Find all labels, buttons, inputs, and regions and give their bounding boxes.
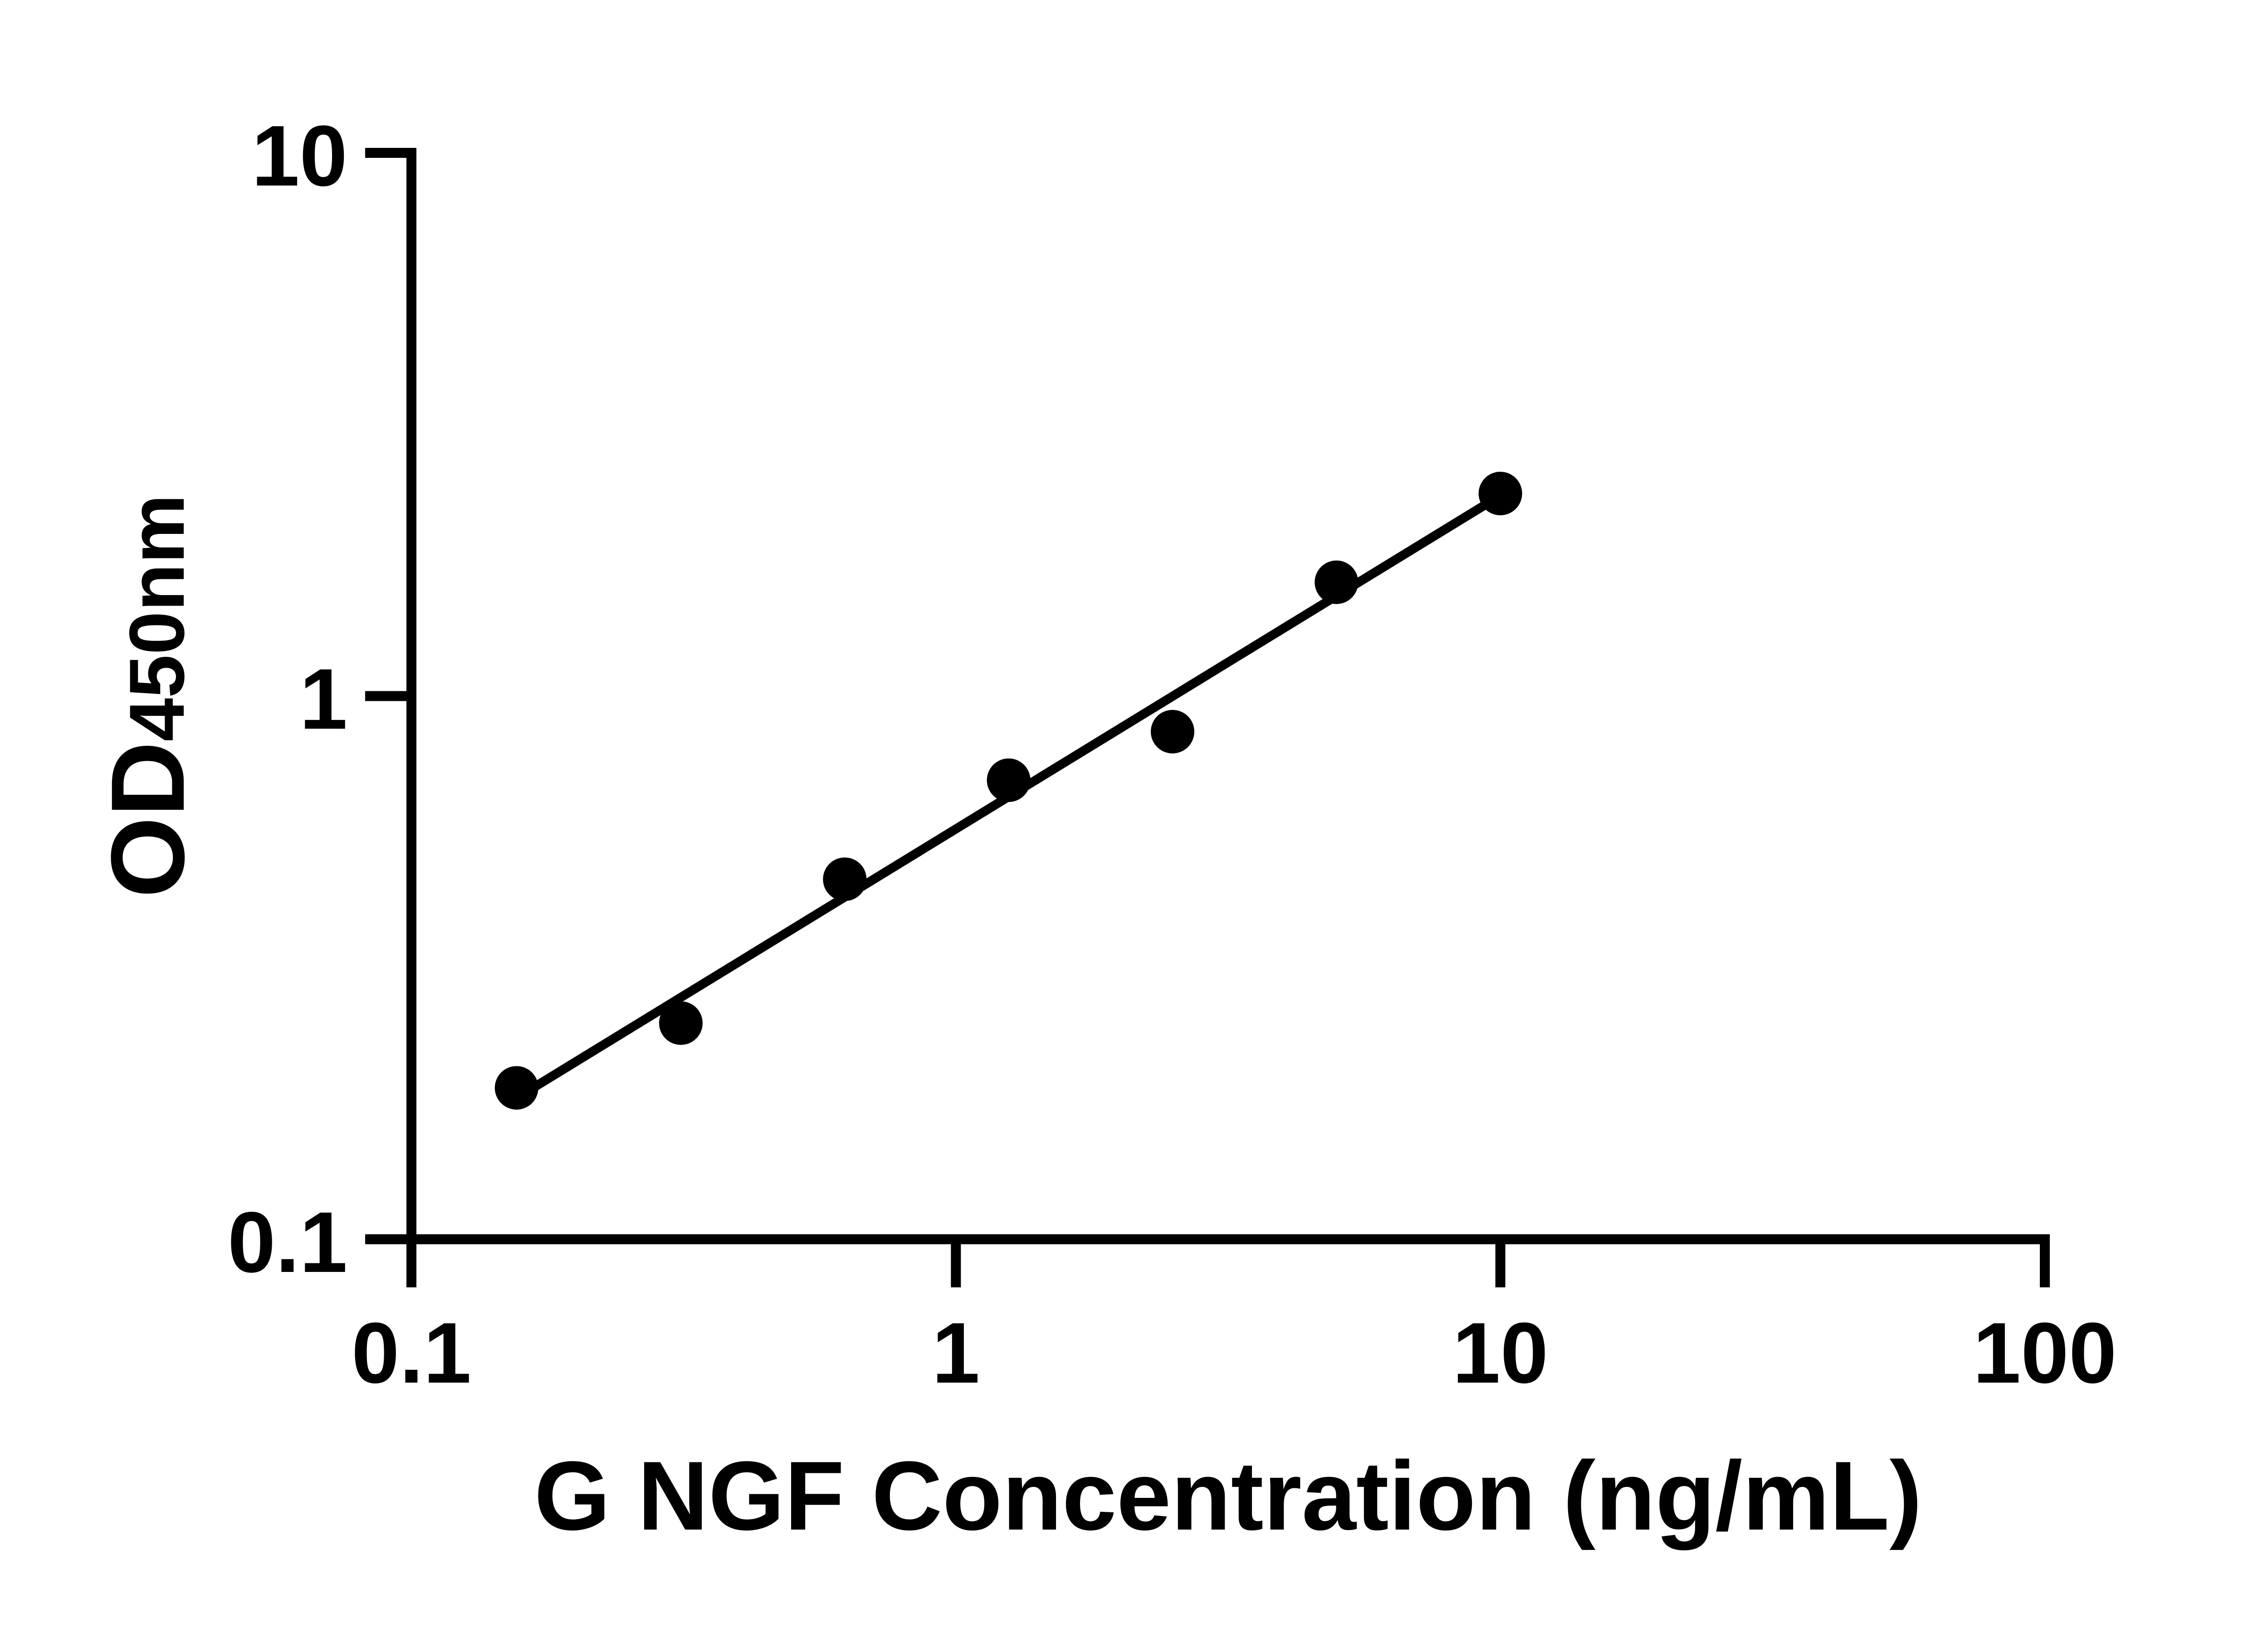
- data-point: [1315, 560, 1359, 604]
- x-axis-title: G NGF Concentration (ng/mL): [534, 1441, 1922, 1550]
- data-point: [659, 1001, 703, 1045]
- y-axis-title: OD450nm: [89, 494, 206, 898]
- data-point: [1478, 471, 1522, 515]
- y-tick-label: 0.1: [228, 1194, 347, 1291]
- data-points: [494, 471, 1522, 1110]
- y-tick-label: 1: [299, 651, 347, 748]
- data-point: [987, 758, 1031, 802]
- axes: [406, 148, 2050, 1244]
- y-ticks: 10 1 0.1: [228, 108, 416, 1291]
- y-axis-title-base: OD: [89, 741, 206, 898]
- x-tick-label: 0.1: [352, 1305, 471, 1401]
- data-point: [823, 857, 867, 901]
- x-tick-label: 100: [1973, 1305, 2116, 1401]
- x-tick-label: 10: [1452, 1305, 1548, 1401]
- y-axis-title-subscript: 450nm: [113, 494, 200, 742]
- x-tick-label: 1: [932, 1305, 980, 1401]
- x-ticks: 0.1 1 10 100: [352, 1239, 2116, 1401]
- data-point: [1150, 709, 1194, 753]
- data-point: [494, 1066, 538, 1110]
- y-tick-label: 10: [252, 108, 347, 204]
